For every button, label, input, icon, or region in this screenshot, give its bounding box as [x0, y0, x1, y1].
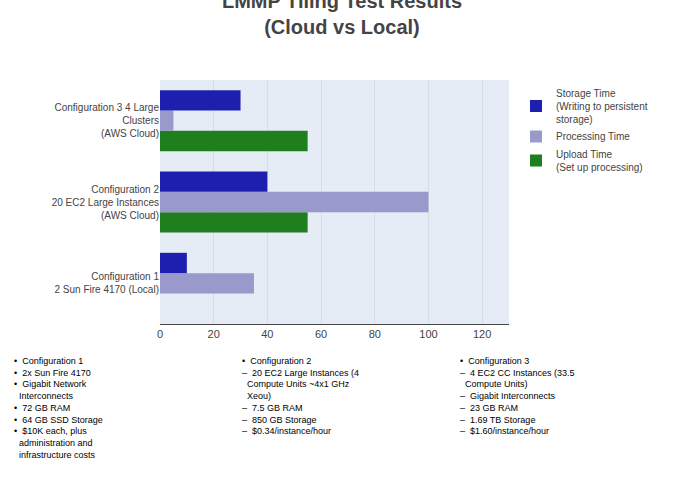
svg-text:Configuration 3 4 LargeCluster: Configuration 3 4 LargeClusters(AWS Clou…	[54, 102, 159, 139]
svg-text:• Configuration 3– 4 EC2 CC: • Configuration 3– 4 EC2 CC Instances (3…	[460, 356, 575, 436]
svg-text:80: 80	[369, 328, 381, 340]
svg-text:Processing Time: Processing Time	[556, 131, 630, 142]
svg-text:LMMP Tiling Test Results(Cloud: LMMP Tiling Test Results(Cloud vs Local)	[222, 0, 462, 38]
svg-text:Configuration 220 EC2 Large In: Configuration 220 EC2 Large Instances(AW…	[52, 184, 160, 221]
svg-text:0: 0	[157, 328, 163, 340]
svg-text:60: 60	[315, 328, 327, 340]
svg-text:120: 120	[473, 328, 491, 340]
svg-text:• Configuration 2– 20 EC2 La: • Configuration 2– 20 EC2 Large Instance…	[242, 356, 359, 436]
svg-text:40: 40	[261, 328, 273, 340]
svg-text:• Configuration 1• 2x Sun Fi: • Configuration 1• 2x Sun Fire 4170• Gig…	[14, 356, 103, 460]
svg-text:20: 20	[208, 328, 220, 340]
svg-text:Upload Time(Set up processing): Upload Time(Set up processing)	[556, 149, 643, 173]
svg-text:Configuration 12 Sun Fire 4170: Configuration 12 Sun Fire 4170 (Local)	[54, 271, 159, 295]
svg-text:Storage Time(Writing to persis: Storage Time(Writing to persistentstorag…	[556, 88, 648, 125]
svg-text:100: 100	[419, 328, 437, 340]
